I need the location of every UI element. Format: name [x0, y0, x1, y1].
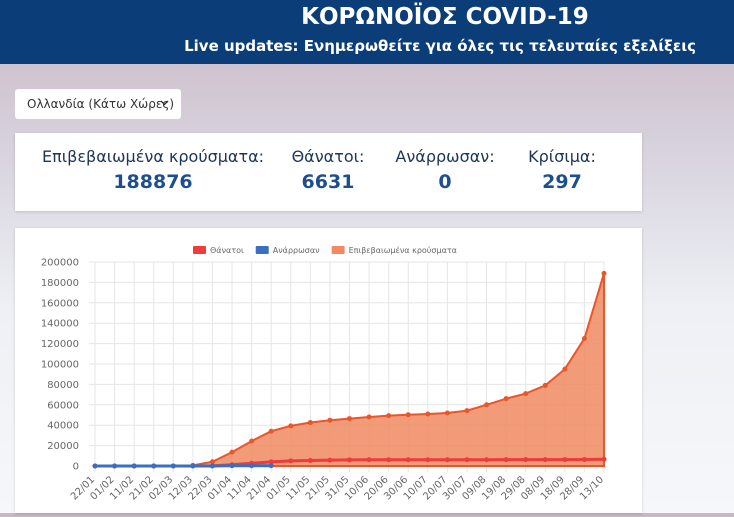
- header: ΚΟΡΩΝΟΪΟΣ COVID-19 Live updates: Ενημερω…: [0, 0, 734, 64]
- point: [171, 464, 176, 469]
- chart: 0 20000 40000 60000 80000 100000 120000 140000 1…: [15, 228, 642, 513]
- stat: Ανάρρωσαν: 0: [395, 147, 494, 193]
- stat-label: Ανάρρωσαν:: [395, 147, 494, 166]
- site-title: ΚΟΡΩΝΟΪΟΣ COVID-19: [0, 4, 734, 30]
- site-subtitle: Live updates: Ενημερωθείτε για όλες τις …: [184, 37, 696, 55]
- point: [523, 457, 528, 462]
- point: [230, 463, 235, 468]
- point: [151, 464, 156, 469]
- stat-label: Κρίσιμα:: [528, 147, 596, 166]
- y-tick-label: 80000: [47, 380, 79, 391]
- point: [406, 457, 411, 462]
- chart-card: 0 20000 40000 60000 80000 100000 120000 140000 1…: [15, 228, 642, 513]
- point: [367, 457, 372, 462]
- point: [190, 463, 195, 468]
- point: [347, 416, 352, 421]
- point: [602, 457, 607, 462]
- legend-label: Θάνατοι: [210, 246, 244, 255]
- point: [582, 336, 587, 341]
- stat-value: 188876: [42, 171, 264, 193]
- y-tick-label: 0: [73, 462, 79, 473]
- dropdown-label: Ολλανδία (Κάτω Χώρες): [27, 97, 174, 111]
- stat-value: 0: [395, 171, 494, 193]
- y-tick-label: 40000: [47, 421, 79, 432]
- point: [562, 457, 567, 462]
- point: [543, 383, 548, 388]
- point: [327, 418, 332, 423]
- point: [386, 457, 391, 462]
- point: [562, 367, 567, 372]
- point: [464, 408, 469, 413]
- point: [425, 411, 430, 416]
- point: [93, 464, 98, 469]
- point: [367, 415, 372, 420]
- legend-label: Επιβεβαιωμένα κρούσματα: [349, 245, 457, 255]
- y-tick-label: 200000: [41, 258, 79, 269]
- point: [308, 420, 313, 425]
- y-tick-label: 20000: [47, 441, 79, 452]
- point: [249, 439, 254, 444]
- point: [425, 457, 430, 462]
- point: [504, 457, 509, 462]
- point: [230, 450, 235, 455]
- y-tick-label: 120000: [41, 339, 79, 350]
- point: [406, 412, 411, 417]
- point: [210, 463, 215, 468]
- stat: Θάνατοι: 6631: [292, 147, 365, 193]
- point: [543, 457, 548, 462]
- point: [288, 458, 293, 463]
- y-tick-label: 140000: [41, 319, 79, 330]
- stat: Επιβεβαιωμένα κρούσματα: 188876: [42, 147, 264, 193]
- y-tick-label: 180000: [41, 278, 79, 289]
- point: [288, 423, 293, 428]
- stat-label: Επιβεβαιωμένα κρούσματα:: [42, 147, 264, 166]
- point: [602, 271, 607, 276]
- point: [464, 457, 469, 462]
- stat-value: 6631: [292, 171, 365, 193]
- point: [445, 410, 450, 415]
- point: [582, 457, 587, 462]
- point: [308, 458, 313, 463]
- point: [484, 402, 489, 407]
- point: [269, 463, 274, 468]
- y-tick-label: 60000: [47, 400, 79, 411]
- legend-swatch: [256, 246, 269, 254]
- point: [132, 464, 137, 469]
- stat-value: 297: [528, 171, 596, 193]
- point: [347, 457, 352, 462]
- stats-card: Επιβεβαιωμένα κρούσματα: 188876 Θάνατοι: 66…: [15, 133, 642, 211]
- stat-label: Θάνατοι:: [292, 147, 365, 166]
- y-tick-label: 160000: [41, 298, 79, 309]
- point: [386, 413, 391, 418]
- y-tick-label: 100000: [41, 360, 79, 371]
- point: [504, 396, 509, 401]
- point: [249, 463, 254, 468]
- chevron: [160, 100, 169, 106]
- legend-swatch: [193, 246, 206, 254]
- legend-label: Ανάρρωσαν: [273, 246, 320, 255]
- point: [269, 429, 274, 434]
- point: [484, 457, 489, 462]
- point: [523, 391, 528, 396]
- legend-swatch: [332, 246, 345, 254]
- point: [112, 464, 117, 469]
- point: [327, 458, 332, 463]
- stat: Κρίσιμα: 297: [528, 147, 596, 193]
- country-dropdown[interactable]: Ολλανδία (Κάτω Χώρες): [15, 89, 181, 119]
- point: [445, 457, 450, 462]
